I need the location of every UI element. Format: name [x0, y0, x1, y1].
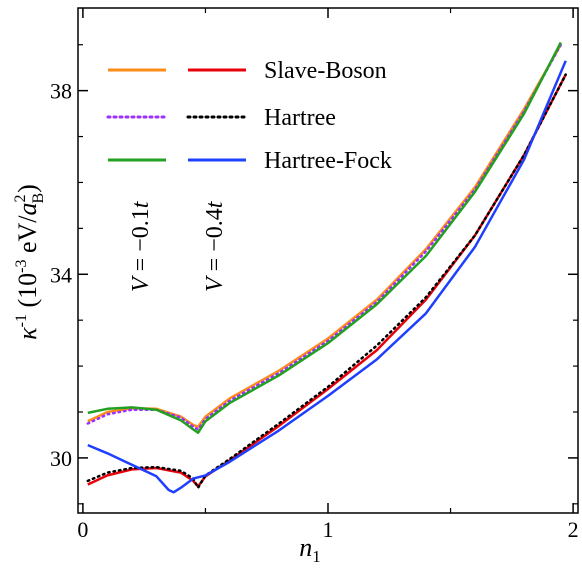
legend-label-hartree-fock: Hartree-Fock	[264, 148, 392, 174]
group-label-v-04: V = −0.4t	[202, 200, 228, 292]
y-axis-label: κ-1 (10-3 eV/a2B)	[12, 184, 47, 340]
legend: Slave-Boson Hartree Hartree-Fock	[106, 58, 392, 174]
series-hartree-v04t	[86, 73, 567, 489]
series-hartree-fock-v04t	[87, 60, 567, 494]
x-tick-label: 2	[568, 517, 579, 542]
series-slave-boson-v01t	[87, 44, 562, 428]
x-axis-label: n1	[299, 533, 321, 566]
series-hartree-v01t	[86, 43, 563, 431]
x-tick-label: 1	[323, 517, 334, 542]
series-layer	[86, 41, 567, 494]
y-tick-label: 34	[50, 262, 72, 287]
y-tick-label: 38	[50, 79, 72, 104]
series-slave-boson-v04t	[87, 74, 567, 488]
legend-label-hartree: Hartree	[264, 105, 336, 131]
y-tick-label: 30	[50, 446, 72, 471]
series-hartree-fock-v01t	[87, 41, 562, 434]
ticks-layer: 0 1 2 30 34 38	[50, 8, 579, 542]
x-tick-label: 0	[77, 517, 88, 542]
group-label-v-01: V = −0.1t	[128, 200, 154, 292]
legend-label-slave-boson: Slave-Boson	[264, 58, 387, 84]
